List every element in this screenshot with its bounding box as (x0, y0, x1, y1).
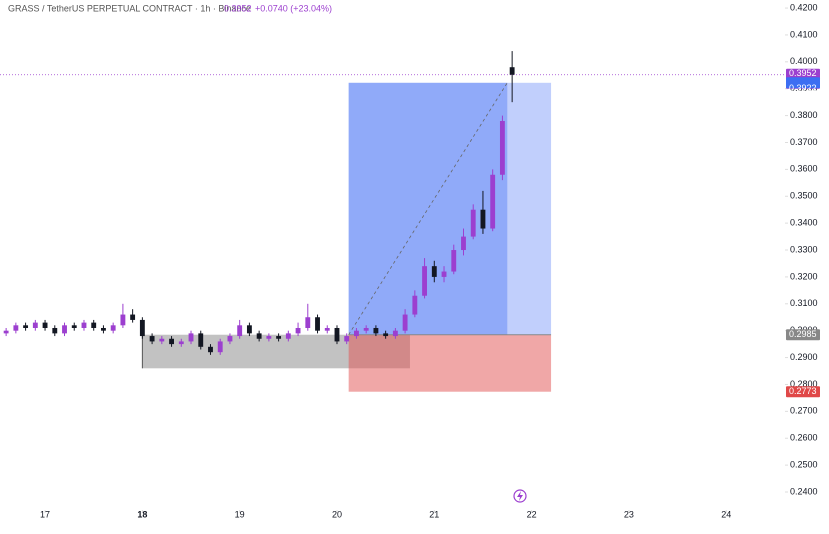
candle-body (451, 250, 457, 272)
candle-body (431, 266, 437, 277)
candle-body (324, 327, 330, 331)
y-tick-label: 0.4100 (790, 29, 818, 39)
candle-body (315, 317, 320, 331)
candle-body (490, 174, 496, 229)
entry-label: 0.2985 (789, 329, 817, 339)
y-tick-label: 0.3400 (790, 218, 818, 228)
candle-body (81, 322, 87, 328)
x-tick-label: 23 (624, 509, 634, 519)
candle-body (354, 330, 359, 337)
x-tick-label: 17 (40, 509, 50, 519)
x-tick-label: 24 (721, 509, 731, 519)
stop-zone (348, 334, 552, 392)
candle-body (139, 319, 145, 337)
candle-body (373, 327, 379, 334)
x-tick-label: 21 (429, 509, 439, 519)
y-tick-label: 0.3300 (790, 244, 818, 254)
candle-body (422, 266, 427, 296)
candle-body (383, 333, 389, 337)
change: +0.0740 (+23.04%) (255, 3, 332, 13)
candle-body (23, 325, 29, 328)
candle-body (305, 317, 311, 328)
candle-body (188, 333, 194, 342)
candle-body (42, 322, 48, 328)
candle-body (71, 325, 77, 328)
y-tick-label: 0.2800 (790, 379, 818, 389)
candle-body (91, 322, 97, 328)
candle-body (334, 327, 340, 342)
candle-body (392, 330, 398, 337)
lightning-icon[interactable] (513, 489, 527, 503)
candle-body (149, 336, 155, 342)
y-tick-label: 0.3700 (790, 137, 818, 147)
candle-body (285, 333, 291, 339)
candle-body (178, 341, 184, 345)
candle-body (256, 333, 262, 339)
candle-body (266, 336, 272, 339)
target-label: 0.3922 (789, 83, 817, 93)
candle-body (3, 330, 9, 334)
last-price-label: 0.3952 (789, 68, 817, 78)
candle-body (295, 327, 301, 334)
y-tick-label: 0.3500 (790, 191, 818, 201)
price: 0.3952 (224, 3, 252, 13)
candle-body (412, 295, 418, 315)
candle-body (62, 325, 67, 334)
candle-body (499, 120, 505, 175)
candle-body (363, 327, 369, 331)
y-tick-label: 0.2700 (790, 406, 818, 416)
candle-body (246, 325, 252, 334)
y-tick-label: 0.3800 (790, 110, 818, 120)
candle-body (13, 325, 19, 331)
stop-label: 0.2773 (789, 386, 817, 396)
candle-body (441, 271, 447, 277)
candle-body (198, 333, 204, 347)
y-tick-label: 0.2400 (790, 486, 818, 496)
candle-body (32, 322, 38, 328)
candle-body (52, 327, 58, 334)
x-tick-label: 18 (137, 509, 147, 519)
y-tick-label: 0.3600 (790, 164, 818, 174)
plot (0, 51, 785, 392)
symbol: GRASS / TetherUS PERPETUAL CONTRACT · 1h… (8, 3, 251, 13)
candle-body (470, 209, 476, 237)
x-tick-label: 22 (527, 509, 537, 519)
candle-body (208, 346, 213, 353)
y-tick-label: 0.2600 (790, 433, 818, 443)
entry-bg (786, 329, 820, 341)
y-tick-label: 0.2900 (790, 352, 818, 362)
y-tick-label: 0.4200 (790, 2, 818, 12)
candle-body (169, 338, 174, 345)
candle-body (159, 338, 165, 342)
y-tick-label: 0.3100 (790, 298, 818, 308)
target-bg (786, 77, 820, 89)
x-tick-label: 20 (332, 509, 342, 519)
stop-bg (786, 386, 820, 398)
candle-body (461, 236, 466, 251)
candle-body (509, 67, 515, 75)
candle-body (101, 327, 106, 331)
candle-body (217, 341, 223, 353)
y-tick-label: 0.2500 (790, 459, 818, 469)
candle-body (480, 209, 486, 229)
candle-body (402, 314, 408, 331)
trend-line (348, 82, 508, 335)
candle-body (344, 336, 350, 342)
candle-body (227, 336, 233, 342)
candle-body (120, 314, 126, 326)
candle-body (276, 336, 282, 339)
candle-body (110, 325, 116, 331)
candle-body (237, 325, 243, 337)
candle-body (130, 314, 136, 320)
y-tick-label: 0.3200 (790, 271, 818, 281)
y-tick-label: 0.4000 (790, 56, 818, 66)
profit-zone (348, 82, 552, 335)
x-tick-label: 19 (235, 509, 245, 519)
